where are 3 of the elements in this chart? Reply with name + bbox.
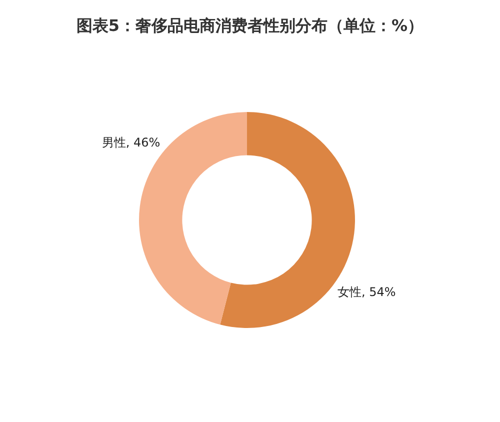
- slice-label: 女性, 54%: [338, 284, 396, 299]
- slice-label: 男性, 46%: [102, 135, 160, 150]
- chart-title: 图表5：奢侈品电商消费者性别分布（单位：%）: [76, 16, 424, 35]
